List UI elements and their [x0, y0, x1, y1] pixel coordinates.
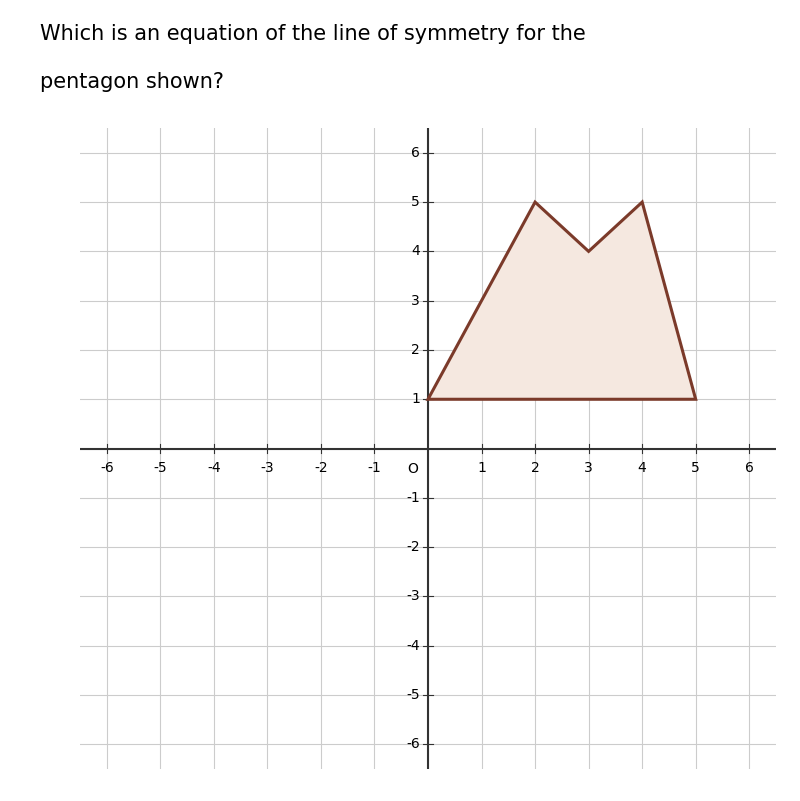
Text: -4: -4 — [207, 461, 221, 475]
Text: 3: 3 — [584, 461, 593, 475]
Text: -6: -6 — [406, 737, 420, 751]
Text: 6: 6 — [411, 146, 420, 160]
Text: -3: -3 — [406, 590, 420, 603]
Text: 2: 2 — [411, 343, 420, 357]
Text: 4: 4 — [638, 461, 646, 475]
Polygon shape — [428, 202, 696, 399]
Text: -4: -4 — [406, 638, 420, 653]
Text: 5: 5 — [411, 195, 420, 209]
Text: O: O — [407, 462, 418, 477]
Text: -6: -6 — [100, 461, 114, 475]
Text: 6: 6 — [745, 461, 754, 475]
Text: -5: -5 — [406, 688, 420, 702]
Text: 1: 1 — [477, 461, 486, 475]
Text: pentagon shown?: pentagon shown? — [40, 72, 224, 92]
Text: 3: 3 — [411, 294, 420, 308]
Text: 1: 1 — [411, 392, 420, 406]
Text: Which is an equation of the line of symmetry for the: Which is an equation of the line of symm… — [40, 24, 586, 44]
Text: -2: -2 — [314, 461, 328, 475]
Text: 5: 5 — [691, 461, 700, 475]
Text: -3: -3 — [261, 461, 274, 475]
Text: -2: -2 — [406, 540, 420, 554]
Text: -1: -1 — [367, 461, 382, 475]
Text: -1: -1 — [406, 491, 420, 505]
Text: 4: 4 — [411, 244, 420, 259]
Text: -5: -5 — [154, 461, 167, 475]
Text: 2: 2 — [530, 461, 539, 475]
